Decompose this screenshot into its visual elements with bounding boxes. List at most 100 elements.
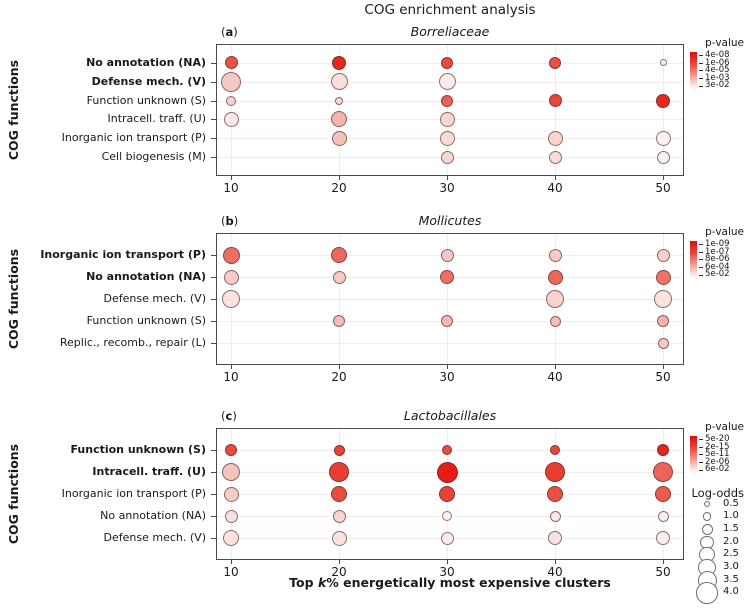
dot-a-1-30	[438, 73, 456, 91]
panel-subtitle-c: Lactobacillales	[403, 408, 497, 423]
x-tick-label-a-50: 50	[655, 181, 671, 195]
pvalue-legend-ticks: 5e-20 2e-15 5e-11 2e-06 6e-02	[698, 435, 730, 475]
pvalue-tick-label: 5e-02	[705, 269, 730, 280]
logodds-legend-circle-1.5	[701, 523, 713, 535]
dot-a-4-30	[439, 130, 455, 146]
pvalue-legend-title: p-value	[705, 421, 744, 433]
logodds-legend-label-3.5: 3.5	[723, 573, 739, 585]
x-tick-label-c-30: 30	[439, 565, 455, 579]
y-tick	[211, 472, 216, 473]
dot-a-1-10	[221, 71, 241, 92]
dot-b-2-50	[654, 290, 672, 308]
x-tick-label-a-10: 10	[223, 181, 239, 195]
logodds-legend-label-1.0: 1.0	[723, 510, 739, 522]
gridline-v	[339, 45, 340, 175]
x-tick-label-b-30: 30	[439, 370, 455, 384]
logodds-legend-circle-4.0	[696, 582, 718, 604]
row-label-c-4: Defense mech. (V)	[103, 531, 206, 544]
dot-c-1-30	[436, 461, 458, 483]
dot-b-0-30	[440, 248, 454, 262]
logodds-legend-label-2.0: 2.0	[723, 535, 739, 547]
row-label-a-5: Cell biogenesis (M)	[101, 150, 206, 164]
row-label-c-3: No annotation (NA)	[100, 509, 206, 522]
panel-letter-c: (c)	[221, 409, 237, 423]
pvalue-legend-tick: 6e-02	[698, 464, 730, 475]
y-tick	[211, 450, 216, 451]
y-tick	[211, 62, 216, 64]
x-tick-label-b-40: 40	[547, 370, 563, 384]
pvalue-tick-label: 8e-06	[705, 254, 730, 265]
y-tick	[211, 138, 216, 140]
dot-a-2-30	[441, 94, 453, 107]
pvalue-legend-body: 1e-09 1e-07 8e-06 6e-04 5e-02	[690, 239, 744, 280]
dot-a-4-20	[331, 130, 347, 146]
pvalue-legend-tick: 5e-20	[698, 435, 730, 444]
dot-c-3-20	[332, 509, 346, 523]
dot-b-2-40	[546, 290, 564, 308]
pvalue-legend-tick: 1e-07	[698, 248, 730, 257]
x-tick-label-b-10: 10	[223, 370, 239, 384]
pvalue-tick-label: 1e-09	[705, 239, 730, 249]
pvalue-legend-tick: 6e-04	[698, 263, 730, 272]
row-label-a-0: No annotation (NA)	[86, 55, 206, 69]
pvalue-legend-title: p-value	[705, 226, 744, 238]
x-tick	[447, 365, 448, 369]
pvalue-legend-tick: 5e-02	[698, 269, 730, 280]
pvalue-legend-tick: 3e-02	[698, 80, 730, 91]
pvalue-tick-label: 1e-06	[705, 57, 730, 68]
tick-dash	[699, 274, 703, 276]
pvalue-legend-tick: 5e-11	[698, 450, 730, 459]
x-tick	[555, 560, 556, 564]
dot-a-5-40	[548, 150, 562, 164]
dot-a-3-30	[439, 111, 455, 127]
dot-a-2-40	[548, 94, 562, 108]
dot-c-2-50	[655, 486, 671, 502]
x-tick	[663, 365, 664, 369]
pvalue-legend-body: 4e-08 1e-06 4e-05 1e-03 3e-02	[690, 50, 744, 91]
tick-dash	[699, 454, 703, 456]
dot-c-4-50	[656, 531, 670, 545]
pvalue-tick-label: 2e-06	[705, 456, 730, 467]
x-tick-label-a-20: 20	[331, 181, 347, 195]
y-tick	[211, 100, 216, 102]
dot-b-0-10	[222, 246, 240, 264]
x-tick	[555, 365, 556, 369]
x-tick-label-a-30: 30	[439, 181, 455, 195]
x-tick	[447, 176, 448, 180]
pvalue-legend-tick: 1e-03	[698, 74, 730, 83]
dot-c-3-10	[224, 509, 238, 523]
tick-dash	[699, 62, 703, 64]
gridline-v	[447, 234, 448, 364]
dot-c-4-10	[223, 530, 239, 546]
logodds-legend-label-0.5: 0.5	[723, 497, 739, 509]
dot-a-4-50	[655, 130, 671, 146]
dot-b-1-40	[547, 269, 563, 285]
x-tick	[447, 560, 448, 564]
dot-c-0-50	[657, 444, 669, 456]
pvalue-tick-label: 6e-02	[705, 464, 730, 475]
pvalue-legend-b: p-value 1e-09 1e-07 8e-06 6e-04 5e-02	[690, 226, 744, 279]
pvalue-legend-c: p-value 5e-20 2e-15 5e-11 2e-06 6e-02	[690, 421, 744, 474]
y-tick	[211, 494, 216, 495]
pvalue-tick-label: 4e-08	[705, 50, 730, 60]
pvalue-tick-label: 3e-02	[705, 80, 730, 91]
dot-a-0-50	[659, 59, 667, 67]
pvalue-legend-tick: 1e-06	[698, 57, 730, 68]
dot-b-1-10	[223, 269, 239, 285]
logodds-legend-label-1.5: 1.5	[723, 522, 739, 534]
gridline-v	[231, 45, 232, 175]
row-label-b-1: No annotation (NA)	[86, 270, 206, 283]
y-tick	[211, 538, 216, 539]
dot-b-3-30	[441, 315, 453, 327]
x-tick	[231, 560, 232, 564]
x-tick	[231, 176, 232, 180]
dot-a-2-10	[226, 95, 236, 106]
dot-b-1-30	[440, 270, 454, 284]
dot-a-0-40	[549, 56, 561, 69]
y-tick	[211, 516, 216, 517]
row-label-a-3: Intracell. traff. (U)	[107, 112, 207, 126]
pvalue-tick-label: 2e-15	[705, 441, 730, 452]
dot-c-3-50	[657, 510, 669, 522]
y-tick	[211, 81, 216, 83]
tick-dash	[699, 78, 703, 80]
